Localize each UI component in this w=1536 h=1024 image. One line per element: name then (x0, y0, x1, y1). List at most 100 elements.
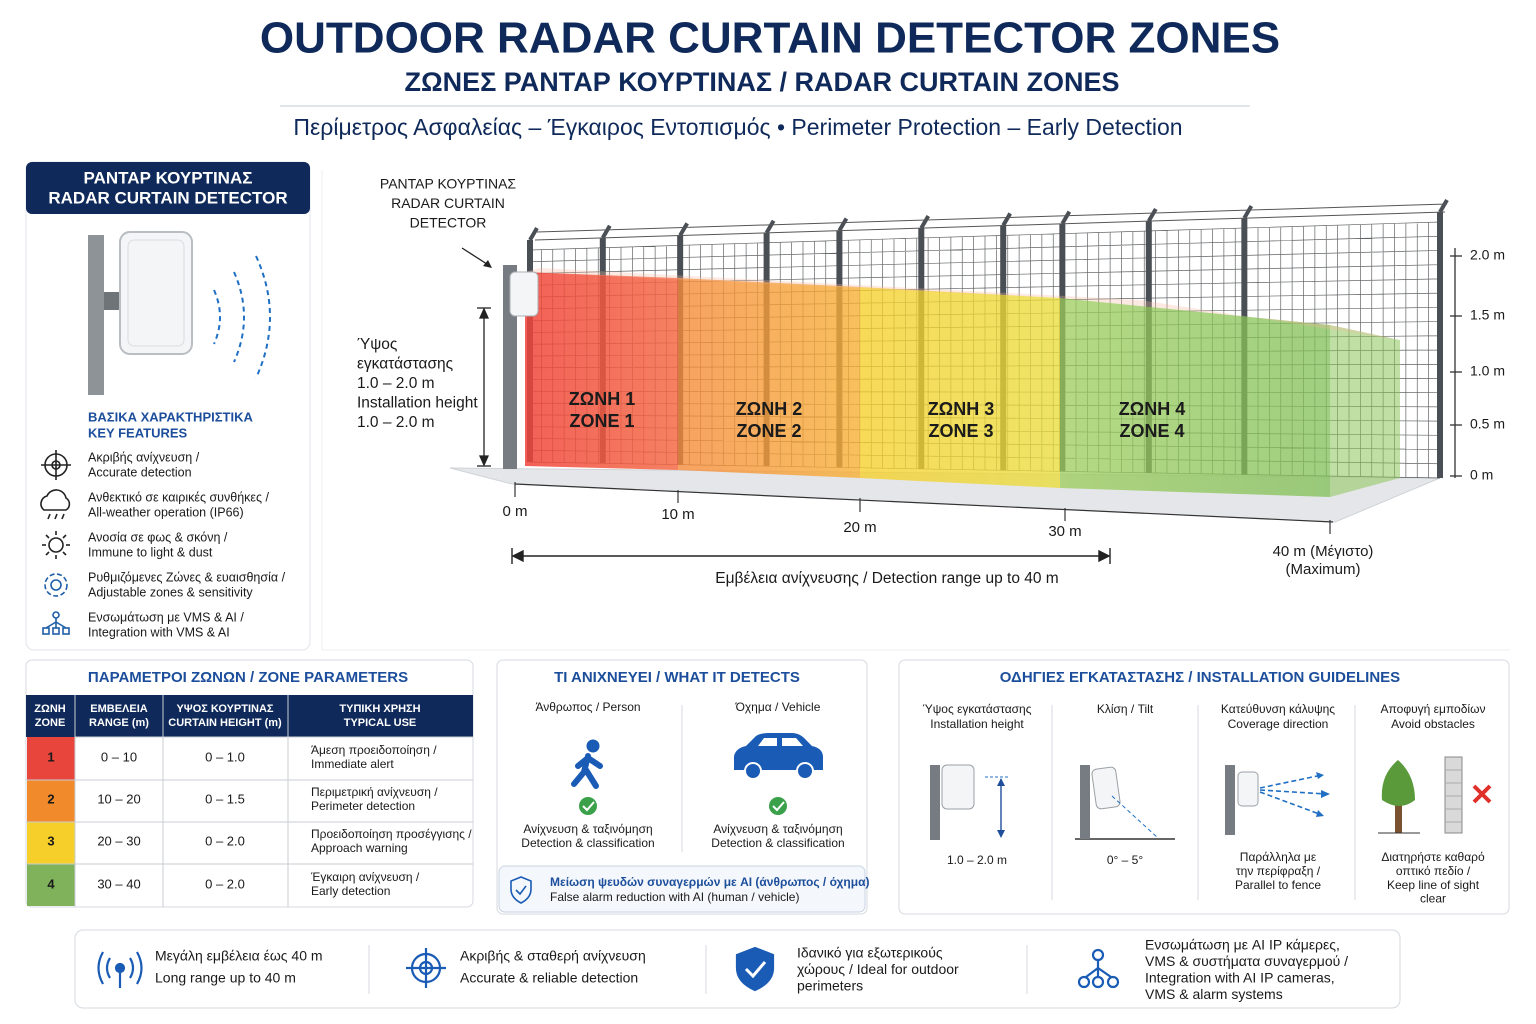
feature-icons-part (54, 513, 58, 520)
panel-title: RADAR CURTAIN DETECTOR (48, 188, 287, 207)
zone-1-area (525, 272, 678, 470)
table-grid (26, 695, 473, 907)
guideline-caption: Keep line of sight (1387, 878, 1480, 892)
zone-cell-4 (27, 864, 75, 906)
zone-cell-2 (27, 780, 75, 822)
zone-range: 30 – 40 (97, 876, 140, 891)
zone-height: 0 – 1.0 (205, 749, 245, 764)
feature-icons-part (62, 551, 67, 556)
table-header (26, 695, 473, 737)
radar-illustration (88, 231, 271, 395)
zone-number: 1 (47, 749, 54, 764)
features-title: ΒΑΣΙΚΑ ΧΑΡΑΚΤΗΡΙΣΤΙΚΑ (88, 409, 253, 424)
page-subtitle: ΖΩΝΕΣ ΡΑΝΤΑΡ ΚΟΥΡΤΙΝΑΣ / RADAR CURTAIN Z… (404, 67, 1119, 97)
guideline-illustrations-part (1111, 795, 1159, 839)
feature-icons-part (40, 489, 71, 511)
radar-illustration-part (119, 231, 193, 355)
height-label: 1.0 – 2.0 m (357, 375, 435, 392)
guideline-illustrations-part (997, 778, 1005, 786)
panel-title: ΡΑΝΤΑΡ ΚΟΥΡΤΙΝΑΣ (84, 168, 253, 187)
feature-icons-part (61, 513, 65, 520)
person-icon (571, 739, 603, 789)
height-tick-label: 2.0 m (1470, 247, 1505, 263)
feature-icons-part (48, 537, 64, 553)
zone-label: ΖΩΝΗ 1 (569, 389, 635, 409)
radar-pole (461, 247, 539, 469)
feature-icons-part (62, 534, 67, 539)
guideline-illustrations-part (997, 830, 1005, 838)
zone-label: ΖΩΝΗ 3 (928, 399, 994, 419)
fence-post-arm (1001, 212, 1012, 227)
guideline-caption: Parallel to fence (1235, 878, 1321, 892)
height-axis (1450, 248, 1462, 478)
footer-icons-part (1106, 975, 1120, 989)
distance-ruler (514, 482, 1334, 534)
feature-icons-part (42, 611, 70, 635)
guideline-illustrations-part (1080, 765, 1090, 839)
feature-text: Adjustable zones & sensitivity (88, 585, 253, 599)
footer-text: VMS & alarm systems (1145, 986, 1283, 1002)
zone-top (525, 268, 1400, 340)
radar-pole-part (483, 260, 492, 268)
feature-text: Ανοσία σε φως & σκόνη / (88, 530, 228, 544)
radar-illustration-part (127, 239, 185, 347)
fence-post-arm (837, 217, 849, 232)
detect-result: Ανίχνευση & ταξινόμηση (713, 822, 842, 836)
radar-illustration-part (233, 271, 245, 363)
distance-tick-label: 30 m (1048, 523, 1081, 540)
table-header: TYPICAL USE (344, 717, 417, 729)
footer-text: Ακριβής & σταθερή ανίχνευση (460, 948, 646, 964)
feature-text: Ρυθμιζόμενες Ζώνες & ευαισθησία / (88, 570, 286, 584)
range-arrow (511, 548, 1111, 564)
guideline-title: Installation height (930, 717, 1024, 731)
feature-icons-part (45, 534, 50, 539)
check-icons-part (772, 801, 785, 812)
table-header: ZONE (35, 717, 66, 729)
zone-3-area (860, 287, 1060, 488)
footer-text: Accurate & reliable detection (460, 970, 638, 986)
height-tick-label: 0 m (1470, 467, 1493, 483)
guideline-caption: οπτικό πεδίο / (1396, 864, 1471, 878)
zone-height: 0 – 1.5 (205, 791, 245, 806)
distance-tick-label: 10 m (661, 506, 694, 523)
guideline-caption: Παράλληλα με (1240, 850, 1317, 864)
footer-text: Long range up to 40 m (155, 970, 296, 986)
zone-use: Έγκαιρη ανίχνευση / (310, 870, 420, 884)
section-title: ΟΔΗΓΙΕΣ ΕΓΚΑΤΑΣΤΑΣΗΣ / INSTALLATION GUID… (1000, 669, 1400, 686)
footer-text: Μεγάλη εμβέλεια έως 40 m (155, 948, 323, 964)
detect-note: Μείωση ψευδών συναγερμών με AI (άνθρωπος… (550, 875, 869, 889)
fence-post-arm (764, 219, 776, 234)
height-tick-label: 1.0 m (1470, 363, 1505, 379)
feature-icons-part-part (55, 621, 67, 629)
zone-label: ZONE 1 (569, 411, 634, 431)
feature-icons (40, 450, 71, 635)
guideline-caption: την περίφραξη / (1236, 864, 1321, 878)
guideline-title: Avoid obstacles (1391, 717, 1475, 731)
guideline-title: Αποφυγή εμποδίων (1381, 702, 1486, 716)
fence-post-arm (919, 214, 931, 229)
footer-text: Ενσωμάτωση με AI IP κάμερες, (1145, 937, 1340, 953)
zone-2-area (678, 278, 860, 478)
feature-icons-part (50, 579, 62, 591)
guideline-illustrations-part (1472, 784, 1492, 804)
guideline-title: Κατεύθυνση κάλυψης (1221, 702, 1335, 716)
fence-post-arm (1438, 198, 1449, 214)
zone-number: 3 (47, 833, 54, 848)
check-icons-part (582, 801, 595, 812)
footer-dividers (368, 945, 1028, 994)
section-title: ΠΑΡΑΜΕΤΡΟΙ ΖΩΝΩΝ / ZONE PARAMETERS (88, 669, 408, 686)
footer-icons (97, 946, 1120, 992)
zone-4-side (1330, 325, 1400, 497)
max-range-label: (Maximum) (1286, 561, 1361, 578)
feature-text: Ανθεκτικό σε καιρικές συνθήκες / (88, 490, 269, 504)
check-icons-part (579, 797, 597, 815)
height-tick-label: 1.5 m (1470, 307, 1505, 323)
zone-height: 0 – 2.0 (205, 876, 245, 891)
detect-result: Ανίχνευση & ταξινόμηση (523, 822, 652, 836)
detect-label: Όχημα / Vehicle (735, 700, 821, 714)
detects-note-box (498, 865, 866, 913)
fence-post-arm (528, 226, 539, 242)
guideline-illustrations-part-part (1259, 791, 1323, 816)
